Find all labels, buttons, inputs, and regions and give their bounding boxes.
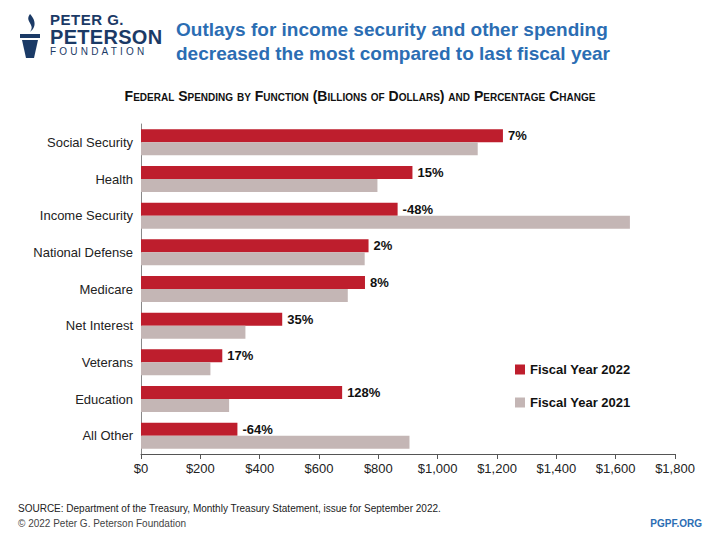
svg-text:$0: $0 bbox=[134, 461, 148, 476]
svg-text:35%: 35% bbox=[287, 312, 313, 327]
svg-text:$1,800: $1,800 bbox=[655, 461, 695, 476]
svg-text:8%: 8% bbox=[370, 275, 389, 290]
svg-text:-48%: -48% bbox=[403, 202, 434, 217]
svg-text:Education: Education bbox=[75, 392, 133, 407]
svg-text:2%: 2% bbox=[374, 238, 393, 253]
svg-text:$600: $600 bbox=[305, 461, 334, 476]
svg-text:$200: $200 bbox=[186, 461, 215, 476]
svg-text:$1,600: $1,600 bbox=[596, 461, 636, 476]
svg-text:Fiscal Year 2021: Fiscal Year 2021 bbox=[530, 395, 630, 410]
html-text:© 2022 Peter G. Peterson Found: © 2022 Peter G. Peterson Foundation bbox=[18, 518, 186, 529]
svg-text:$1,000: $1,000 bbox=[418, 461, 458, 476]
svg-text:Income Security: Income Security bbox=[40, 208, 134, 223]
html-text:FOUNDATION: FOUNDATION bbox=[50, 46, 148, 57]
svg-text:Health: Health bbox=[95, 172, 133, 187]
svg-text:128%: 128% bbox=[347, 385, 381, 400]
svg-text:National Defense: National Defense bbox=[33, 245, 133, 260]
html-text:PETER G.: PETER G. bbox=[50, 11, 124, 28]
svg-text:$400: $400 bbox=[245, 461, 274, 476]
svg-text:Veterans: Veterans bbox=[82, 355, 134, 370]
html-text:SOURCE: Department of the Trea: SOURCE: Department of the Treasury, Mont… bbox=[18, 503, 441, 514]
html-text:PETERSON: PETERSON bbox=[50, 26, 163, 48]
svg-text:Net Interest: Net Interest bbox=[66, 318, 134, 333]
svg-text:$1,400: $1,400 bbox=[536, 461, 576, 476]
svg-text:7%: 7% bbox=[508, 128, 527, 143]
svg-text:15%: 15% bbox=[417, 165, 443, 180]
svg-text:$1,200: $1,200 bbox=[477, 461, 517, 476]
svg-text:-64%: -64% bbox=[242, 422, 273, 437]
html-text:PGPF.ORG: PGPF.ORG bbox=[650, 518, 702, 529]
svg-text:Medicare: Medicare bbox=[80, 282, 133, 297]
html-text:Outlays for income security an: Outlays for income security and other sp… bbox=[176, 19, 610, 64]
html-text:Federal Spending by Function (: Federal Spending by Function (Billions o… bbox=[124, 88, 596, 104]
svg-text:17%: 17% bbox=[227, 348, 253, 363]
svg-text:$800: $800 bbox=[364, 461, 393, 476]
svg-text:Fiscal Year 2022: Fiscal Year 2022 bbox=[530, 362, 630, 377]
svg-text:Social Security: Social Security bbox=[47, 135, 133, 150]
svg-text:All Other: All Other bbox=[82, 428, 133, 443]
